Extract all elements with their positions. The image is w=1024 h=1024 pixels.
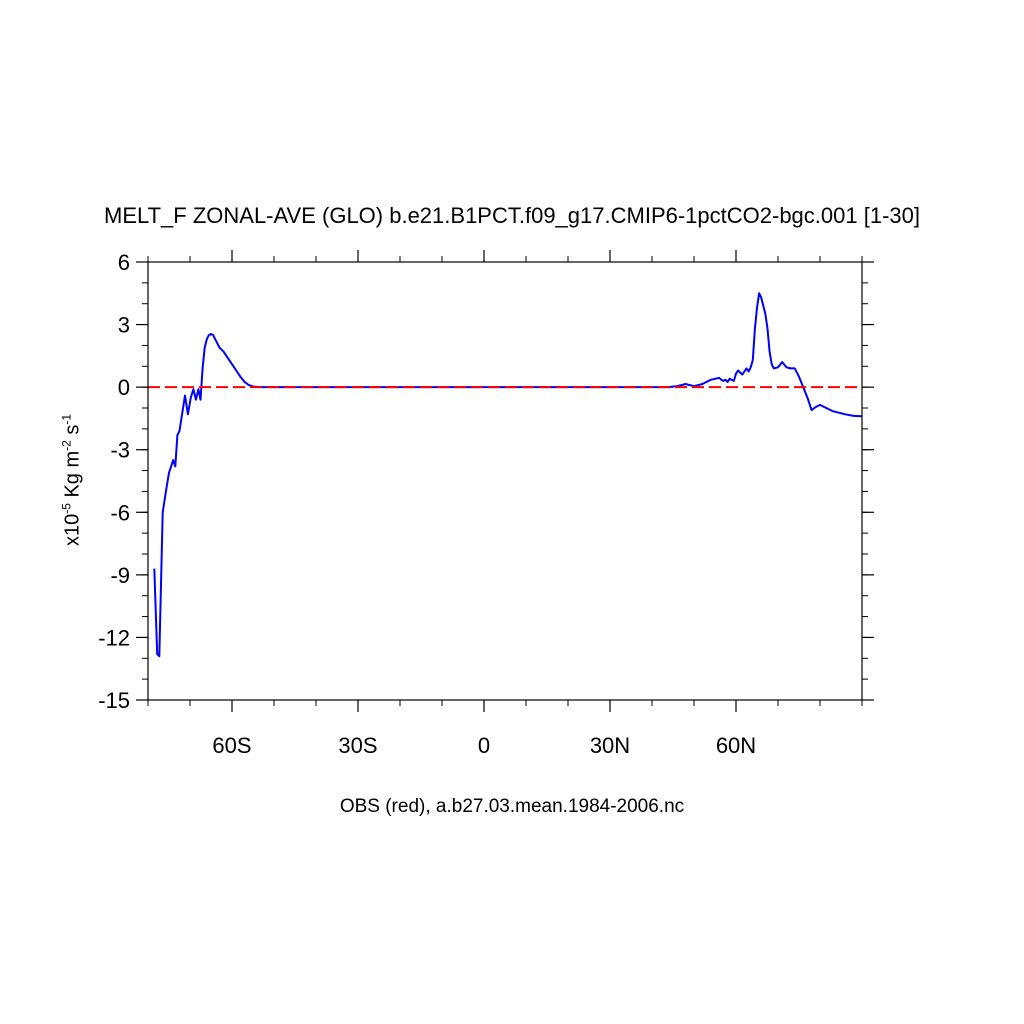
plot-frame xyxy=(147,261,863,701)
y-axis-label-units-b-exp: -2 xyxy=(59,440,74,451)
y-tick-label: -9 xyxy=(110,563,130,588)
x-tick-label: 60N xyxy=(716,733,756,758)
y-tick-label: -3 xyxy=(110,438,130,463)
major-ticks xyxy=(136,250,874,712)
x-axis-label: OBS (red), a.b27.03.mean.1984-2006.nc xyxy=(339,796,685,817)
series-layer xyxy=(148,292,863,658)
x-tick-label: 60S xyxy=(212,733,251,758)
x-tick-label: 0 xyxy=(478,733,490,758)
y-axis-label-base: x10 xyxy=(61,513,84,547)
y-axis-label-units-a: Kg m xyxy=(61,450,84,504)
y-axis-label: x10-5 Kg m-2 s-1 xyxy=(60,414,85,546)
y-tick-label: 3 xyxy=(118,313,130,338)
y-tick-label: -15 xyxy=(98,688,130,713)
y-tick-label: 6 xyxy=(118,250,130,275)
x-tick-label: 30N xyxy=(590,733,630,758)
chart-title: MELT_F ZONAL-AVE (GLO) b.e21.B1PCT.f09_g… xyxy=(104,203,920,228)
y-axis-label-units-c: s xyxy=(61,424,84,441)
y-tick-label: -12 xyxy=(98,625,130,650)
y-axis-label-exp: -5 xyxy=(59,503,74,514)
model-series-line xyxy=(153,292,863,658)
y-tick-label: 0 xyxy=(118,375,130,400)
tick-labels: 60S 30S 0 30N 60N 6 3 0 -3 -6 -9 -12 -15 xyxy=(98,250,756,758)
y-axis-label-units-d-exp: -1 xyxy=(59,413,74,425)
x-tick-label: 30S xyxy=(338,733,377,758)
y-tick-label: -6 xyxy=(110,500,130,525)
minor-ticks xyxy=(142,256,868,706)
